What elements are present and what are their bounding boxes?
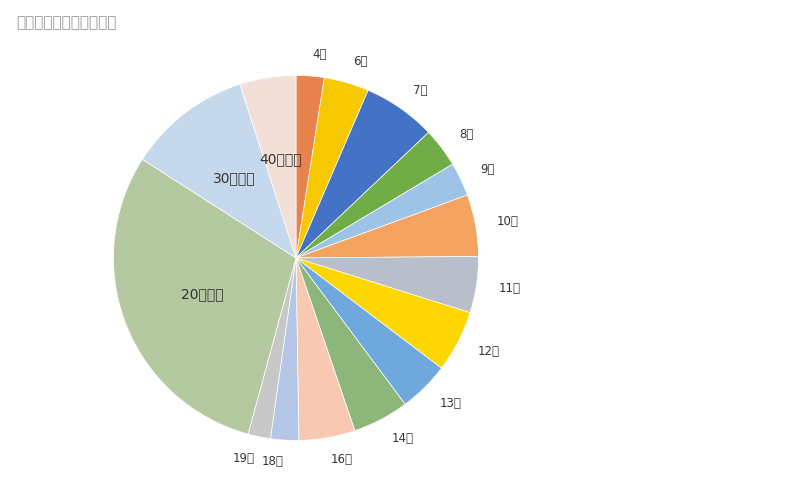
Wedge shape	[248, 258, 296, 438]
Wedge shape	[296, 75, 325, 258]
Wedge shape	[296, 258, 442, 404]
Wedge shape	[270, 258, 299, 440]
Text: 20歳以上: 20歳以上	[181, 287, 224, 301]
Wedge shape	[142, 84, 296, 258]
Text: 4歳: 4歳	[312, 48, 326, 61]
Text: 11歳: 11歳	[498, 282, 520, 295]
Text: 6歳: 6歳	[353, 55, 367, 68]
Wedge shape	[296, 256, 478, 312]
Text: 40歳以上: 40歳以上	[259, 152, 302, 166]
Text: 7歳: 7歳	[413, 84, 427, 97]
Text: 19歳: 19歳	[233, 452, 254, 465]
Wedge shape	[114, 159, 296, 434]
Text: 16歳: 16歳	[331, 453, 353, 466]
Wedge shape	[296, 90, 429, 258]
Text: 12歳: 12歳	[478, 345, 500, 358]
Text: 脱毛症だと認識した年齢: 脱毛症だと認識した年齢	[16, 15, 116, 30]
Text: 9歳: 9歳	[481, 163, 495, 177]
Wedge shape	[296, 132, 453, 258]
Wedge shape	[296, 258, 355, 440]
Text: 10歳: 10歳	[497, 215, 519, 228]
Text: 18歳: 18歳	[262, 455, 283, 468]
Wedge shape	[240, 75, 296, 258]
Wedge shape	[296, 164, 467, 258]
Wedge shape	[296, 195, 478, 258]
Text: 14歳: 14歳	[391, 433, 414, 445]
Wedge shape	[296, 258, 405, 431]
Text: 30歳以上: 30歳以上	[214, 172, 256, 186]
Text: 13歳: 13歳	[440, 396, 462, 410]
Text: 8歳: 8歳	[459, 128, 474, 141]
Wedge shape	[296, 258, 470, 368]
Wedge shape	[296, 77, 368, 258]
